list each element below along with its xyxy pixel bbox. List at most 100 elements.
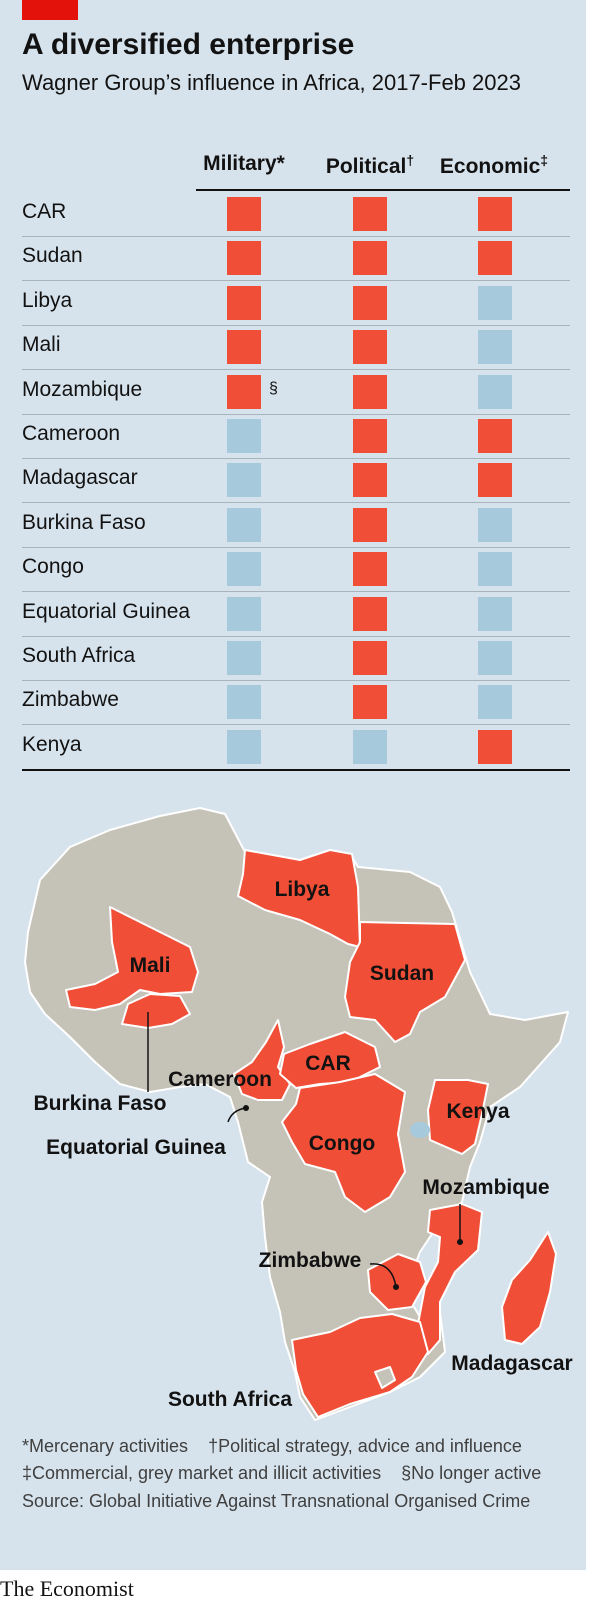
cell-economic bbox=[478, 507, 512, 542]
map-mozambique bbox=[417, 1203, 483, 1355]
cell-political bbox=[353, 419, 387, 453]
cell-political bbox=[353, 374, 387, 409]
table-row: Burkina Faso bbox=[22, 503, 570, 548]
chart-subtitle: Wagner Group’s influence in Africa, 2017… bbox=[22, 70, 521, 95]
brand-tab bbox=[22, 0, 78, 20]
source-note: Source: Global Initiative Against Transn… bbox=[22, 1491, 531, 1511]
row-country-label: CAR bbox=[22, 200, 67, 223]
row-country-label: Mali bbox=[22, 333, 61, 357]
table-row: Madagascar bbox=[22, 458, 570, 504]
table-row: Libya bbox=[22, 281, 570, 326]
map-mali bbox=[65, 906, 199, 1011]
cell-military bbox=[227, 285, 261, 320]
cell-political bbox=[353, 330, 387, 365]
cell-military bbox=[227, 641, 261, 675]
cell-political bbox=[353, 596, 387, 631]
cell-military bbox=[227, 330, 261, 365]
cell-economic bbox=[478, 685, 512, 720]
map-kenya bbox=[427, 1079, 489, 1155]
cell-economic bbox=[478, 552, 512, 587]
cell-military bbox=[227, 507, 261, 542]
row-country-label: Burkina Faso bbox=[22, 510, 146, 534]
cell-military bbox=[227, 729, 261, 764]
cell-economic bbox=[478, 641, 512, 675]
map-label-sudan: Sudan bbox=[370, 962, 434, 985]
column-header-economic: Economic‡ bbox=[439, 152, 549, 178]
column-header-political: Political† bbox=[325, 152, 415, 178]
cell-political bbox=[353, 685, 387, 720]
brand-wordmark: The Economist bbox=[0, 1576, 134, 1601]
table-row: Mozambique § bbox=[22, 370, 570, 415]
cell-political bbox=[353, 729, 387, 764]
map-sudan bbox=[344, 921, 466, 1043]
table-row: Zimbabwe bbox=[22, 680, 570, 726]
row-country-label: Zimbabwe bbox=[22, 688, 119, 712]
row-country-label: South Africa bbox=[22, 644, 136, 667]
cell-military bbox=[227, 596, 261, 631]
cell-military bbox=[227, 374, 261, 409]
leader-dot-eqguinea bbox=[243, 1105, 249, 1111]
cell-political bbox=[353, 241, 387, 276]
map-cameroon bbox=[233, 1019, 291, 1101]
map-label-madagascar: Madagascar bbox=[451, 1352, 572, 1375]
table-row: Equatorial Guinea bbox=[22, 592, 570, 637]
cell-military bbox=[227, 197, 261, 231]
map-label-libya: Libya bbox=[275, 878, 330, 901]
table-row: CAR bbox=[22, 192, 570, 237]
table-row: Sudan bbox=[22, 236, 570, 282]
row-country-label: Libya bbox=[22, 288, 73, 312]
cell-economic bbox=[478, 241, 512, 276]
table-row: Kenya bbox=[22, 725, 570, 771]
cell-political bbox=[353, 463, 387, 498]
cell-economic bbox=[478, 374, 512, 409]
map-label-congo: Congo bbox=[309, 1132, 375, 1155]
map-label-south-africa: South Africa bbox=[168, 1388, 292, 1411]
cell-economic bbox=[478, 596, 512, 631]
row-country-label: Madagascar bbox=[22, 466, 138, 490]
cell-military bbox=[227, 463, 261, 498]
map-south-africa bbox=[291, 1313, 429, 1418]
map-zimbabwe bbox=[367, 1253, 427, 1311]
cell-economic bbox=[478, 330, 512, 365]
cell-political bbox=[353, 641, 387, 675]
cell-political bbox=[353, 285, 387, 320]
table-row: Congo bbox=[22, 547, 570, 593]
map-burkina bbox=[121, 993, 191, 1029]
map-label-burkina: Burkina Faso bbox=[33, 1092, 166, 1115]
row-country-label: Mozambique bbox=[22, 377, 143, 401]
map-lesotho bbox=[374, 1366, 396, 1389]
column-header-military: Military* bbox=[203, 152, 285, 175]
map-madagascar bbox=[501, 1231, 557, 1345]
row-country-label: Sudan bbox=[22, 244, 83, 268]
map-label-mozambique: Mozambique bbox=[422, 1176, 549, 1199]
cell-economic bbox=[478, 285, 512, 320]
leader-zimbabwe bbox=[369, 1263, 397, 1288]
leader-dot-zimbabwe bbox=[393, 1284, 399, 1290]
map-label-cameroon: Cameroon bbox=[168, 1068, 272, 1091]
table-row: South Africa bbox=[22, 636, 570, 681]
row-note-mark: § bbox=[269, 379, 278, 397]
map-label-car: CAR bbox=[305, 1052, 351, 1075]
map-libya bbox=[237, 849, 361, 948]
cell-economic bbox=[478, 463, 512, 498]
map-label-mali: Mali bbox=[130, 954, 171, 977]
cell-economic bbox=[478, 197, 512, 231]
row-country-label: Kenya bbox=[22, 732, 82, 756]
footnote-line-1: *Mercenary activities †Political strateg… bbox=[22, 1436, 522, 1456]
africa-map: Libya Mali Sudan CAR Cameroon Burkina Fa… bbox=[24, 807, 573, 1421]
map-label-kenya: Kenya bbox=[446, 1100, 509, 1123]
cell-economic bbox=[478, 419, 512, 453]
leader-dot-mozambique bbox=[457, 1239, 463, 1245]
row-country-label: Cameroon bbox=[22, 422, 121, 445]
cell-military bbox=[227, 685, 261, 720]
row-country-label: Equatorial Guinea bbox=[22, 599, 191, 623]
row-country-label: Congo bbox=[22, 555, 84, 579]
cell-political bbox=[353, 197, 387, 231]
header-rule bbox=[196, 189, 570, 191]
map-congo bbox=[281, 1073, 406, 1213]
map-label-zimbabwe: Zimbabwe bbox=[259, 1249, 362, 1272]
map-car bbox=[279, 1031, 381, 1089]
table-row: Mali bbox=[22, 325, 570, 371]
cell-political bbox=[353, 507, 387, 542]
cell-military bbox=[227, 241, 261, 276]
